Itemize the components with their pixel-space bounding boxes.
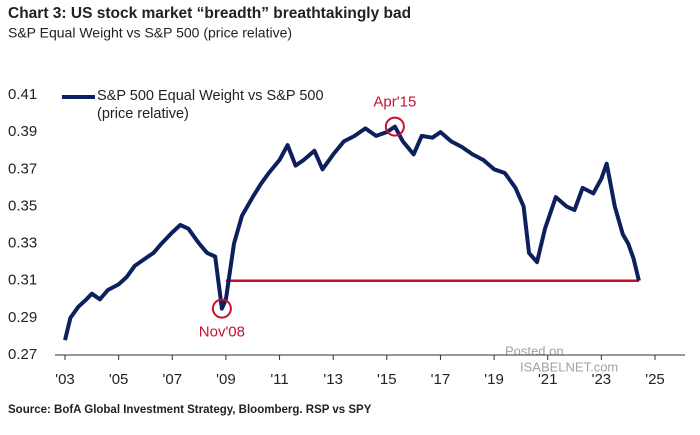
x-tick-label: '07	[162, 371, 182, 388]
source-note: Source: BofA Global Investment Strategy,…	[8, 404, 372, 416]
x-tick-label: '23	[592, 371, 612, 388]
x-tick-label: '13	[323, 371, 343, 388]
chart-subtitle: S&P Equal Weight vs S&P 500 (price relat…	[8, 25, 292, 41]
x-tick-label: '03	[55, 371, 75, 388]
x-tick-label: '11	[270, 371, 288, 388]
x-tick-label: '15	[377, 371, 397, 388]
watermark: ISABELNET.com	[520, 359, 618, 374]
x-tick-label: '19	[484, 371, 504, 388]
x-tick-label: '09	[216, 371, 236, 388]
annotation-circle	[211, 298, 232, 319]
y-tick-label: 0.35	[8, 197, 37, 214]
data-line	[63, 124, 641, 341]
y-tick-label: 0.37	[8, 160, 37, 177]
y-tick-label: 0.41	[8, 86, 37, 103]
y-tick-label: 0.31	[8, 272, 37, 289]
y-tick-label: 0.27	[8, 346, 37, 363]
annotation-circle	[384, 116, 405, 137]
x-tick-label: '25	[645, 371, 665, 388]
annotation-label: Apr'15	[373, 94, 416, 111]
annotation-label: Nov'08	[199, 324, 245, 341]
legend-label: S&P 500 Equal Weight vs S&P 500 (price r…	[97, 88, 324, 122]
watermark: Posted on	[505, 343, 564, 358]
x-tick-label: '21	[538, 371, 558, 388]
legend: S&P 500 Equal Weight vs S&P 500 (price r…	[97, 88, 324, 122]
y-tick-label: 0.29	[8, 309, 37, 326]
y-tick-label: 0.39	[8, 123, 37, 140]
chart-title: Chart 3: US stock market “breadth” breat…	[8, 5, 411, 22]
x-tick-label: '05	[109, 371, 129, 388]
x-tick-label: '17	[431, 371, 451, 388]
y-tick-label: 0.33	[8, 235, 37, 252]
